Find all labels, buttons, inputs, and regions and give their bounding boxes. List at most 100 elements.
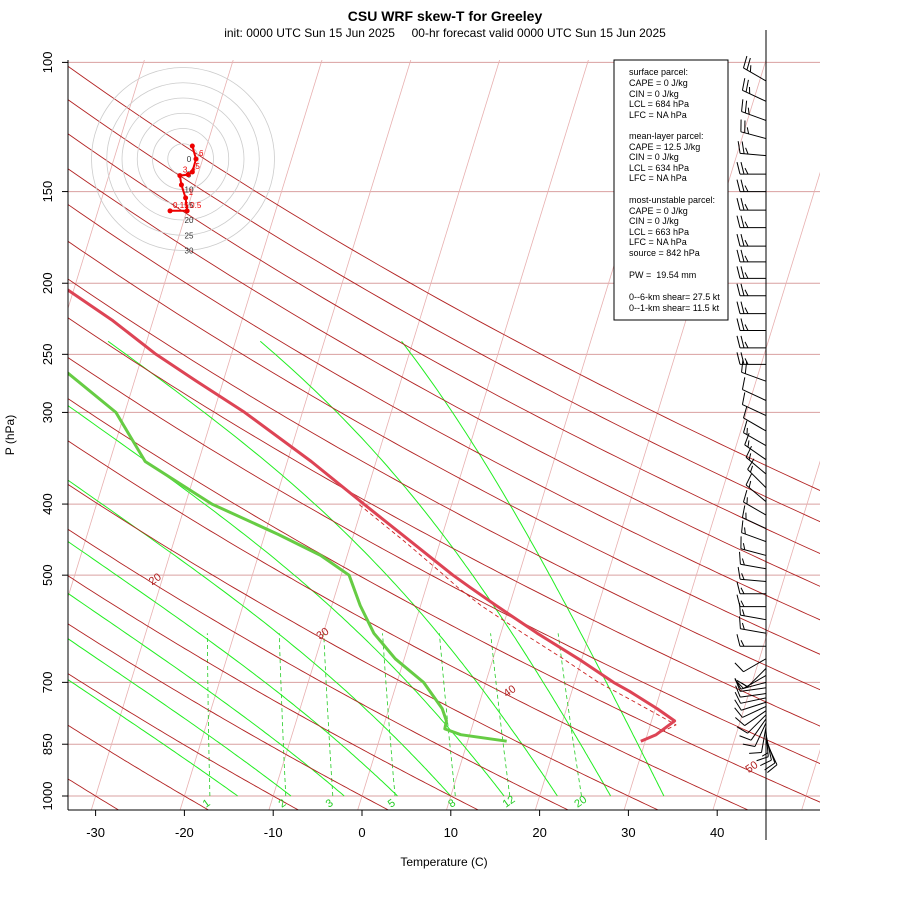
hodograph-ring-label: 30 [185,247,194,256]
dry-adiabat [68,623,390,810]
wind-barb-staff [741,371,767,382]
wind-barb [736,179,766,193]
mixing-ratio-label: 5 [386,797,398,810]
wind-barb [741,99,767,121]
x-tick-label: 0 [358,825,365,840]
wind-barb [736,581,766,595]
wind-barb-flag [736,634,741,647]
wind-barb-staff [742,89,767,102]
dry-adiabat-labels: -1001020304050 [0,513,760,776]
wind-barb [739,551,767,570]
wind-barb-flag [744,272,749,279]
hodograph-point [183,195,189,201]
wind-barb-flag [747,440,750,448]
wind-barb [736,594,766,608]
parcel-trace [358,503,677,742]
wind-barb-flag [734,679,744,689]
dry-adiabat-label: 40 [501,683,518,700]
wind-barb-flag [740,335,745,349]
dry-adiabat [68,724,210,810]
wind-barb [743,405,767,432]
dry-adiabat [68,278,820,691]
wind-barb [756,730,769,762]
moist-adiabat [68,540,398,797]
moist-adiabat [259,340,612,797]
wind-barb [736,301,766,315]
hodograph-point [184,208,190,214]
wind-barb [734,706,767,718]
wind-barb [736,634,766,647]
wind-barb-staff [742,404,767,417]
wind-barb-flag [747,458,755,470]
wind-barb [741,78,767,102]
hodograph-ring-label: 10 [185,186,194,195]
hodograph-point [177,173,183,179]
wind-barb-staff [742,389,767,401]
x-tick-label: 30 [621,825,635,840]
wind-barb-flag [746,127,750,134]
wind-barb-flag [767,764,778,773]
hodograph-point-label: 6 [199,149,204,158]
hodograph-ring-label: 20 [185,216,194,225]
y-axis-ticks: 100 150 200 250 300 400 500 700 850 1000 [40,52,68,810]
wind-barb [747,458,767,489]
mu-cin: CIN = 0 J/kg [629,216,679,226]
wind-barb-flag [744,324,749,331]
wind-barb-flag [744,289,749,296]
wind-barb [734,699,767,711]
mixing-ratio-line [439,633,456,797]
wind-barb-flag [764,762,776,771]
wind-barb-flag [745,147,749,155]
wind-barb [734,691,767,704]
wind-barb-flag [740,352,745,365]
parcel-info-box: surface parcel: CAPE = 0 J/kg CIN = 0 J/… [613,59,729,321]
wind-barb-flag [748,480,752,488]
isotherm [623,171,820,810]
surface-parcel-title: surface parcel: [629,67,688,77]
wind-barb [736,335,766,349]
y-axis-label: P (hPa) [3,415,17,455]
x-tick-label: -20 [175,825,194,840]
wind-barb-flag [737,566,741,580]
wind-barb-staff [743,417,767,432]
wind-barb-flag [740,266,745,279]
wind-barb-flag [740,318,745,331]
wind-barb-flag [736,198,741,211]
hodograph-point-label: 5 [195,162,200,171]
dry-adiabat [68,528,570,810]
isotherm [68,60,234,599]
moist-adiabat [68,592,345,797]
wind-barb [736,233,766,247]
wind-barb-flag [736,594,741,607]
wind-barb-flag [737,141,741,154]
wind-barb-staff [740,152,767,157]
hodograph-point-label: 4 [191,165,196,174]
wind-barb-flag [736,179,741,192]
wind-barb-flag [745,473,752,486]
wind-barb [736,283,766,297]
wind-barb-flag [736,249,741,262]
isobar-lines [68,61,820,797]
wind-barb [736,249,766,263]
wind-barb-flag [736,301,741,314]
wind-barbs [734,55,778,773]
wind-barb-flag [744,239,749,247]
hodograph-ring [106,82,260,236]
wind-barb-staff [765,730,769,757]
wind-barb-flag [761,752,769,757]
hodograph-ring-label: 0 [187,155,192,164]
surface-cin: CIN = 0 J/kg [629,89,679,99]
mixing-ratio-label: 12 [501,794,518,811]
wind-barb-flag [734,699,742,711]
mu-source: source = 842 hPa [629,248,700,258]
chart-title: CSU WRF skew-T for Greeley [348,8,543,24]
x-tick-label: 10 [444,825,458,840]
wind-barb-flag [744,100,748,114]
wind-barb [740,536,767,556]
x-tick-label: 20 [532,825,546,840]
wind-barb-staff [741,532,767,543]
wind-barb-flag [736,283,741,296]
dry-adiabat [68,65,820,491]
wind-barb-staff [743,67,767,82]
